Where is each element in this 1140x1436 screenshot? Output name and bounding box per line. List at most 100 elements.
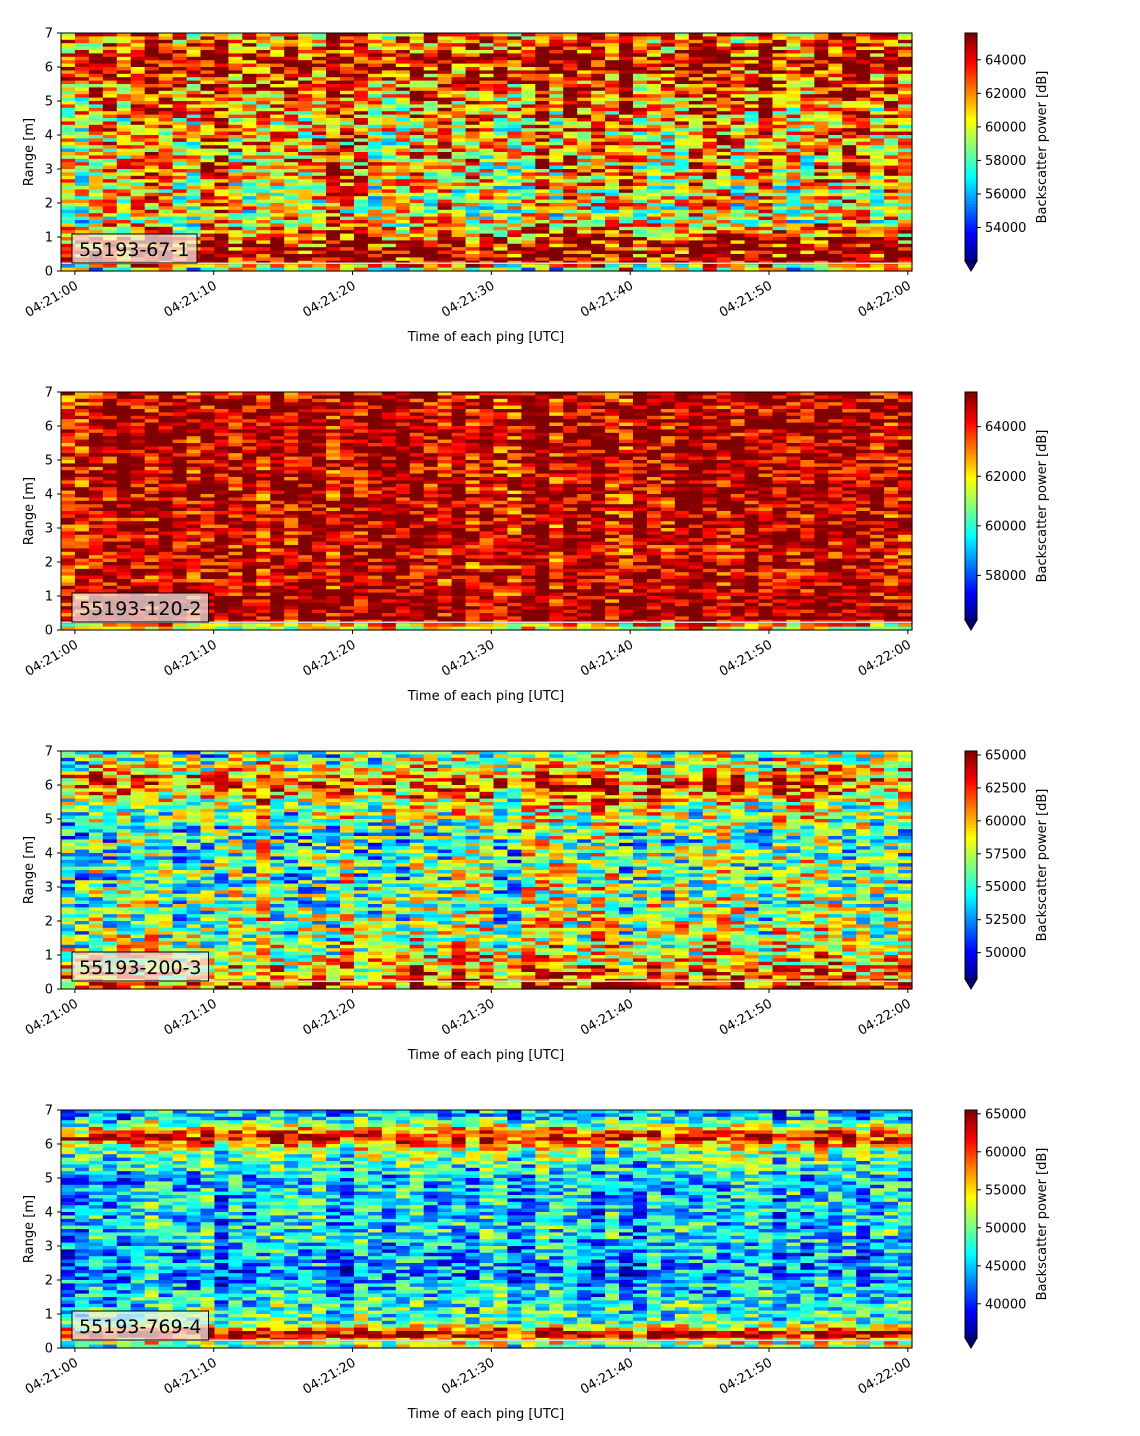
heatmap-cell [507,213,522,217]
heatmap-cell [396,206,411,210]
heatmap-cell [786,162,801,166]
heatmap-cell [187,128,202,132]
y-tick-label: 2 [45,197,53,212]
heatmap-cell [591,230,606,234]
heatmap-cell [354,213,369,217]
heatmap-cell [382,179,397,183]
heatmap-cell [493,162,508,166]
heatmap-cell [173,433,188,437]
heatmap-cell [396,247,411,251]
heatmap-cell [298,128,313,132]
heatmap-cell [493,196,508,200]
heatmap-cell [145,189,160,193]
heatmap-cell [633,196,648,200]
heatmap-cell [410,240,425,244]
heatmap-cell [884,155,899,159]
heatmap-cell [563,196,578,200]
heatmap-cell [480,230,495,234]
heatmap-cell [131,189,146,193]
heatmap-cell [731,128,746,132]
heatmap-cell [201,230,216,234]
heatmap-cell [772,196,787,200]
heatmap-cell [117,196,132,200]
heatmap-cell [452,189,467,193]
heatmap-cell [856,196,871,200]
heatmap-cell [786,145,801,149]
heatmap-cell [717,162,732,166]
heatmap-cell [452,196,467,200]
heatmap-cell [521,145,536,149]
heatmap-cell [480,138,495,142]
heatmap-cell [493,230,508,234]
heatmap-cell [75,196,90,200]
heatmap-cell [75,484,90,488]
heatmap-cell [396,172,411,176]
heatmap-cell [605,247,620,251]
heatmap-cell [187,179,202,183]
heatmap-cell [131,145,146,149]
heatmap-cell [493,240,508,244]
heatmap-cell [480,128,495,132]
heatmap-cell [242,189,257,193]
heatmap-cell [368,128,383,132]
heatmap-cell [800,162,815,166]
heatmap-cell [173,196,188,200]
heatmap-cell [675,155,690,159]
heatmap-cell [759,162,774,166]
heatmap-cell [173,155,188,159]
heatmap-cell [577,247,592,251]
heatmap-cell [800,206,815,210]
heatmap-cell [396,223,411,227]
heatmap-cell [828,179,843,183]
heatmap-cell [242,213,257,217]
heatmap-cell [173,162,188,166]
heatmap-cell [759,223,774,227]
heatmap-cell [61,484,76,488]
heatmap-cell [228,179,243,183]
heatmap-cell [786,138,801,142]
heatmap-cell [898,145,913,149]
heatmap-cell [382,128,397,132]
heatmap-cell [452,128,467,132]
heatmap-cell [786,196,801,200]
heatmap-cell [703,223,718,227]
heatmap-cell [577,189,592,193]
heatmap-cell [61,399,76,403]
heatmap-cell [884,206,899,210]
heatmap-cell [131,155,146,159]
heatmap-cell [507,247,522,251]
heatmap-cell [452,179,467,183]
heatmap-cell [298,145,313,149]
heatmap-cell [228,213,243,217]
heatmap-cell [159,172,174,176]
heatmap-cell [577,230,592,234]
heatmap-cell [535,213,550,217]
heatmap-cell [410,128,425,132]
heatmap-cell [633,223,648,227]
heatmap-cell [340,172,355,176]
heatmap-cell [731,247,746,251]
heatmap-cell [270,213,285,217]
heatmap-cell [786,155,801,159]
heatmap-cell [549,179,564,183]
heatmap-cell [298,162,313,166]
heatmap-cell [689,247,704,251]
heatmap-cell [898,223,913,227]
heatmap-cell [396,155,411,159]
heatmap-cell [619,138,634,142]
heatmap-cell [466,145,481,149]
heatmap-cell [828,172,843,176]
heatmap-cell [842,213,857,217]
heatmap-cell [800,223,815,227]
heatmap-cell [228,128,243,132]
heatmap-cell [424,230,439,234]
heatmap-cell [647,189,662,193]
heatmap-cell [661,145,676,149]
heatmap-cell [270,145,285,149]
heatmap-cell [117,172,132,176]
heatmap-cell [745,162,760,166]
heatmap-cell [759,240,774,244]
heatmap-cell [173,189,188,193]
heatmap-cell [898,128,913,132]
heatmap-cell [521,179,536,183]
